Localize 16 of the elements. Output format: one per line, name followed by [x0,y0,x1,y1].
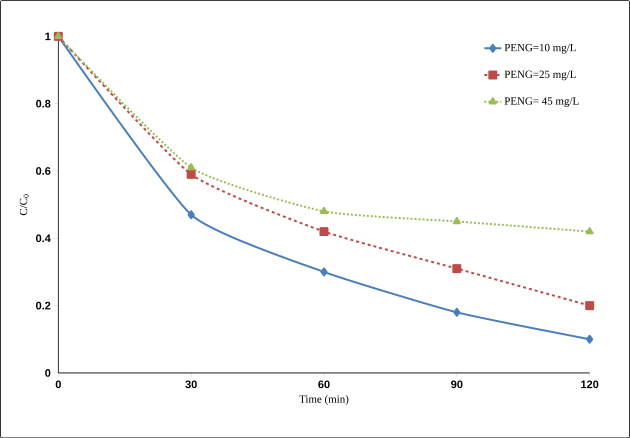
y-axis-title: C/C$_{0}$ [20,194,29,216]
y-tick-label: 0 [45,368,50,377]
x-tick-label: 120 [581,380,598,388]
x-tick-label: 90 [451,380,462,388]
y-tick-label: 0.6 [36,167,50,175]
y-tick-label: 0.4 [36,234,51,242]
y-tick-label: 0.8 [36,100,50,108]
x-tick-label: 0 [56,380,61,388]
x-tick-label: 30 [185,380,197,388]
x-tick-label: 60 [318,380,330,388]
y-tick-label: 1 [45,32,51,40]
legend-label: PENG=10 mg/L [504,44,576,54]
legend-label: PENG=25 mg/L [504,70,576,80]
y-tick-label: 0.2 [36,302,50,310]
legend-label: PENG= 45 mg/L [504,97,579,107]
x-axis-title: Time (min) [299,394,348,405]
